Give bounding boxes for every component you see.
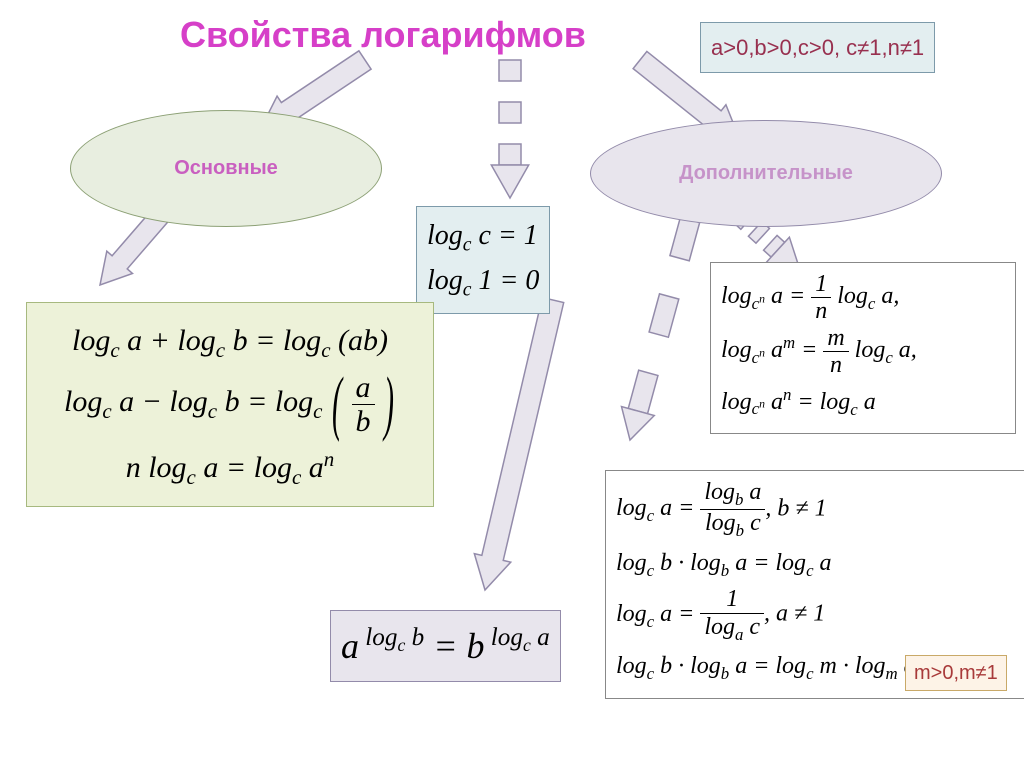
base-power-box: logcn a = 1n logc a, logcn am = mn logc … [710, 262, 1016, 434]
formula-diff: logc a − logc b = logc ( ab ) [37, 371, 423, 438]
main-properties-box: logc a + logc b = logc (ab) logc a − log… [26, 302, 434, 507]
page-title: Свойства логарифмов [180, 14, 586, 56]
condition-box-2: m>0,m≠1 [905, 655, 1007, 691]
ellipse-main: Основные [70, 110, 382, 227]
ellipse-extra-label: Дополнительные [679, 162, 853, 185]
ellipse-main-label: Основные [174, 157, 278, 180]
formula-power: n logc a = logc an [37, 438, 423, 498]
formula-logc1: logc 1 = 0 [427, 260, 539, 305]
formula-s1: logc a = logb alogb c, b ≠ 1 [616, 479, 1016, 541]
exchange-formula-box: a logc b = b logc a [330, 610, 561, 682]
formula-logcc: logc c = 1 [427, 215, 539, 260]
formula-s2: logc b · logb a = logc a [616, 541, 1016, 587]
center-identity-box: logc c = 1 logc 1 = 0 [416, 206, 550, 314]
formula-exchange: a logc b = b logc a [341, 626, 550, 666]
ellipse-extra: Дополнительные [590, 120, 942, 227]
condition-box-1: a>0,b>0,c>0, c≠1,n≠1 [700, 22, 935, 73]
formula-r3: logcn an = logc a [721, 379, 1005, 426]
formula-r2: logcn am = mn logc a, [721, 325, 1005, 379]
formula-sum: logc a + logc b = logc (ab) [37, 311, 423, 371]
formula-r1: logcn a = 1n logc a, [721, 271, 1005, 325]
formula-s3: logc a = 1loga c, a ≠ 1 [616, 586, 1016, 644]
